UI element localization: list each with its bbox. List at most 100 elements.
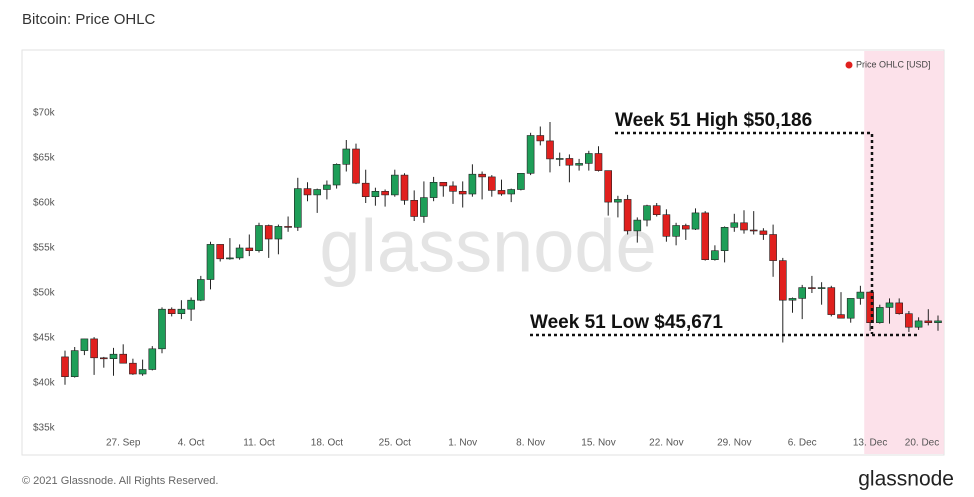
candle-body — [885, 302, 894, 308]
candle-body — [555, 158, 564, 160]
candle-body — [371, 191, 380, 198]
candle-body — [740, 222, 748, 231]
candle-body — [497, 190, 506, 195]
candle-body — [381, 191, 389, 196]
candle-body — [332, 164, 341, 186]
annotation-line — [615, 131, 874, 334]
plot-frame — [21, 49, 945, 456]
candle-body — [623, 199, 632, 232]
legend-marker — [845, 61, 853, 69]
week-highlight — [864, 51, 944, 454]
candle-body — [264, 225, 273, 240]
candle-body — [837, 314, 845, 319]
footer: © 2021 Glassnode. All Rights Reserved. — [22, 475, 218, 487]
candle-body — [808, 287, 816, 289]
x-tick-label: 29. Nov — [717, 438, 751, 449]
candle-body — [924, 320, 933, 323]
candle-body — [914, 320, 923, 328]
candle-body — [439, 182, 448, 187]
y-tick-label: $35k — [33, 423, 56, 434]
candle-body — [468, 173, 477, 195]
x-tick-label: 1. Nov — [448, 438, 477, 449]
candle-body — [575, 163, 583, 166]
candle-body — [119, 353, 127, 364]
candle-body — [536, 135, 545, 142]
candle-body — [177, 308, 186, 315]
candle-body — [817, 287, 826, 289]
candle-body — [633, 219, 642, 232]
candle-body — [352, 148, 360, 184]
candle-body — [274, 226, 283, 240]
candle-body — [410, 200, 419, 217]
x-tick-label: 11. Oct — [243, 438, 275, 449]
candle-body — [429, 182, 438, 198]
y-tick-label: $60k — [33, 198, 56, 209]
candle-body — [226, 257, 234, 260]
logo: glassnode — [858, 468, 954, 491]
candle-body — [614, 199, 622, 203]
candle-body — [749, 229, 758, 232]
candle-body — [827, 287, 836, 315]
y-tick-label: $65k — [33, 153, 56, 164]
candle-body — [400, 174, 409, 201]
candle-body — [652, 205, 661, 215]
chart-title: Bitcoin: Price OHLC — [22, 11, 156, 28]
candle-body — [449, 185, 457, 192]
x-tick-label: 6. Dec — [788, 438, 817, 449]
x-tick-label: 27. Sep — [106, 438, 141, 449]
candle-body — [158, 308, 166, 350]
y-tick-label: $70k — [33, 108, 56, 119]
y-tick-label: $50k — [33, 288, 56, 299]
candle-body — [458, 191, 467, 195]
candle-body — [197, 279, 205, 301]
candle-body — [730, 222, 739, 228]
candle-body — [517, 173, 525, 190]
candle-body — [846, 298, 855, 319]
candle-body — [584, 153, 593, 164]
candle-body — [769, 234, 777, 261]
annotation: Week 51 Low $45,671 — [530, 312, 723, 333]
candle-body — [672, 225, 680, 237]
candle-body — [565, 158, 574, 166]
x-tick-label: 15. Nov — [581, 438, 615, 449]
candle-body — [711, 250, 719, 260]
x-tick-label: 4. Oct — [178, 438, 205, 449]
candle-body — [507, 189, 516, 195]
candle-body — [856, 291, 865, 299]
candle-body — [255, 225, 263, 252]
candle-body — [129, 362, 137, 375]
annotation: Week 51 High $50,186 — [615, 110, 812, 131]
candle-body — [701, 212, 710, 260]
x-tick-label: 25. Oct — [379, 438, 411, 449]
candle-body — [604, 170, 613, 203]
candle-body — [720, 227, 729, 252]
candle-body — [148, 348, 157, 370]
candle-body — [235, 247, 244, 259]
candle-body — [342, 148, 351, 165]
candle-body — [187, 299, 195, 310]
candle-body — [293, 188, 302, 228]
candle-body — [323, 184, 331, 190]
candle-body — [284, 226, 292, 228]
candle-body — [526, 135, 535, 174]
candle-body — [546, 140, 554, 160]
candle-body — [866, 291, 874, 324]
watermark: glassnode — [319, 205, 656, 288]
candle-body — [109, 353, 118, 360]
y-tick-label: $55k — [33, 243, 56, 254]
candle-body — [245, 247, 254, 251]
candle-body — [643, 205, 651, 221]
y-tick-label: $45k — [33, 333, 56, 344]
candle-body — [361, 182, 370, 197]
candle-body — [216, 244, 224, 260]
candle-body — [478, 173, 486, 178]
legend-label: Price OHLC [USD] — [856, 59, 931, 69]
candle-body — [100, 357, 108, 360]
candle-body — [895, 302, 904, 314]
candle-body — [70, 350, 79, 378]
candle-body — [798, 287, 807, 299]
candle-body — [875, 307, 884, 323]
x-tick-label: 18. Oct — [311, 438, 343, 449]
